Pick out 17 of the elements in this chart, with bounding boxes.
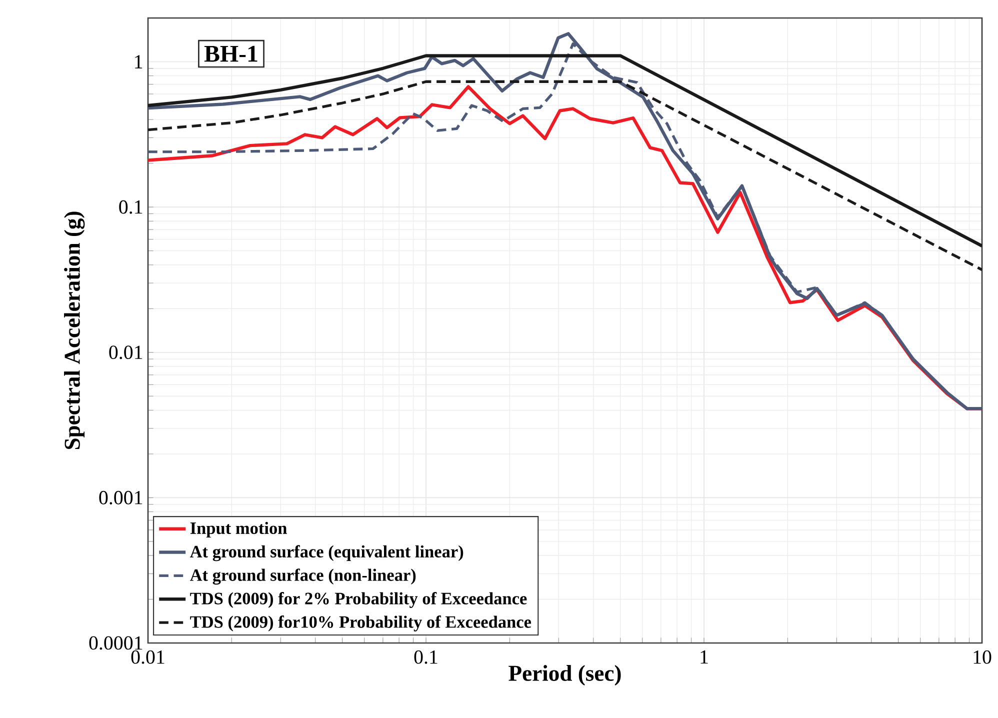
legend-label: At ground surface (non-linear): [190, 568, 416, 585]
x-tick-label: 0.01: [131, 650, 164, 664]
x-tick-label: 10: [974, 650, 992, 664]
legend-label: TDS (2009) for 2% Probability of Exceedance: [190, 592, 527, 608]
y-tick-label: 0.0001: [89, 636, 142, 650]
legend-label: Input motion: [190, 522, 287, 538]
annotation: BH-1: [204, 46, 258, 62]
y-tick-label: 1: [135, 55, 142, 68]
y-tick-label: 0.001: [99, 490, 142, 504]
y-tick-label: 0.1: [119, 200, 142, 214]
y-tick-label: 0.01: [109, 346, 142, 360]
legend-label: TDS (2009) for10% Probability of Exceedance: [190, 616, 532, 632]
y-axis-title: Spectral Acceleration (g): [64, 212, 85, 450]
legend-label: At ground surface (equivalent linear): [190, 545, 464, 562]
x-tick-label: 0.1: [414, 650, 438, 664]
x-tick-label: 1: [700, 650, 708, 664]
x-axis-title: Period (sec): [508, 665, 621, 686]
